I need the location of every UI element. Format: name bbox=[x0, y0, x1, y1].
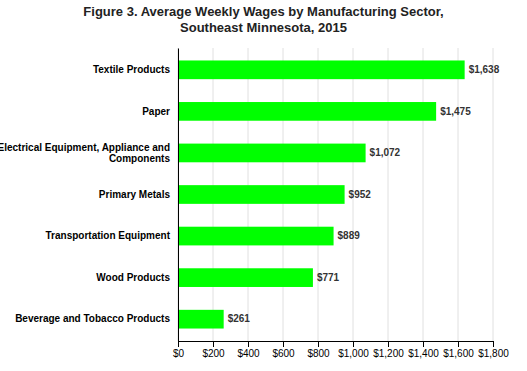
x-tick-mark bbox=[248, 341, 249, 347]
y-tick: Primary Metals bbox=[99, 189, 171, 200]
y-tick: Electrical Equipment, Appliance andCompo… bbox=[0, 142, 170, 164]
y-tick-label: Wood Products bbox=[96, 272, 170, 283]
x-tick: $1,000 bbox=[338, 341, 369, 359]
x-tick: $400 bbox=[237, 341, 260, 359]
y-tick-label: Primary Metals bbox=[99, 189, 171, 200]
x-tick: $600 bbox=[272, 341, 295, 359]
bar bbox=[178, 60, 465, 79]
grid-line bbox=[388, 48, 389, 341]
x-axis-line bbox=[179, 342, 494, 348]
x-tick-label: $600 bbox=[272, 348, 295, 359]
data-labels: $261 $771 $889 $952 $1,072 $1,475 $1,638 bbox=[228, 64, 500, 324]
y-tick-label: Transportation Equipment bbox=[46, 230, 171, 241]
grid-line bbox=[178, 48, 179, 341]
chart: $0 $200 $400 $600 $800 $1,000 $1,200 $1,400 $1,6… bbox=[0, 0, 527, 371]
y-tick: Beverage and Tobacco Products bbox=[15, 313, 170, 324]
x-tick-label: $1,800 bbox=[478, 348, 509, 359]
x-tick: $0 bbox=[173, 341, 185, 359]
x-tick: $1,200 bbox=[373, 341, 404, 359]
x-tick-label: $1,200 bbox=[373, 348, 404, 359]
x-tick-label: $1,600 bbox=[443, 348, 474, 359]
y-axis: Beverage and Tobacco Products Wood Produc… bbox=[0, 49, 179, 342]
title-line: Southeast Minnesota, 2015 bbox=[180, 20, 347, 35]
x-tick-mark bbox=[213, 341, 214, 347]
y-tick-label-line: Paper bbox=[142, 106, 170, 117]
y-tick-label-line: Beverage and Tobacco Products bbox=[15, 313, 170, 324]
x-tick: $800 bbox=[307, 341, 330, 359]
y-axis-line bbox=[178, 49, 179, 342]
plot: $0 $200 $400 $600 $800 $1,000 $1,200 $1,400 $1,6… bbox=[0, 48, 509, 359]
grid-line bbox=[423, 48, 424, 341]
bars bbox=[178, 60, 465, 328]
x-tick-label: $200 bbox=[202, 348, 225, 359]
y-tick-label: Electrical Equipment, Appliance andCompo… bbox=[0, 142, 170, 164]
x-tick-mark bbox=[388, 341, 389, 347]
y-tick-label: Textile Products bbox=[93, 64, 170, 75]
bar bbox=[178, 185, 345, 204]
x-tick-mark bbox=[283, 341, 284, 347]
grid-line bbox=[493, 48, 494, 341]
x-tick-mark bbox=[423, 341, 424, 347]
y-tick: Wood Products bbox=[96, 272, 170, 283]
y-tick-label-line: Transportation Equipment bbox=[46, 230, 171, 241]
x-tick-label: $1,400 bbox=[408, 348, 439, 359]
x-tick-label: $800 bbox=[307, 348, 330, 359]
x-tick-mark bbox=[493, 341, 494, 347]
data-label: $771 bbox=[317, 272, 340, 283]
data-label: $889 bbox=[338, 230, 361, 241]
data-label: $952 bbox=[349, 189, 372, 200]
x-tick-mark bbox=[458, 341, 459, 347]
x-tick-mark bbox=[353, 341, 354, 347]
y-tick-label: Beverage and Tobacco Products bbox=[15, 313, 170, 324]
title-line: Figure 3. Average Weekly Wages by Manufa… bbox=[83, 4, 443, 19]
x-tick-label: $1,000 bbox=[338, 348, 369, 359]
grid bbox=[178, 48, 493, 341]
x-tick-label: $0 bbox=[173, 348, 185, 359]
x-tick: $1,800 bbox=[478, 341, 509, 359]
title: Figure 3. Average Weekly Wages by Manufa… bbox=[83, 4, 443, 35]
x-tick-mark bbox=[178, 341, 179, 347]
data-label: $1,638 bbox=[469, 64, 500, 75]
y-tick-label-line: Wood Products bbox=[96, 272, 170, 283]
x-axis: $0 $200 $400 $600 $800 $1,000 $1,200 $1,400 $1,6… bbox=[173, 341, 509, 359]
x-tick: $1,400 bbox=[408, 341, 439, 359]
y-tick-label-line: Textile Products bbox=[93, 64, 170, 75]
x-tick: $200 bbox=[202, 341, 225, 359]
x-tick-mark bbox=[318, 341, 319, 347]
data-label: $1,072 bbox=[370, 147, 401, 158]
bar bbox=[178, 144, 366, 163]
bar bbox=[178, 310, 224, 329]
x-tick-label: $400 bbox=[237, 348, 260, 359]
bar bbox=[178, 268, 313, 287]
bar bbox=[178, 102, 436, 121]
data-label: $1,475 bbox=[440, 106, 471, 117]
data-label: $261 bbox=[228, 313, 251, 324]
x-tick: $1,600 bbox=[443, 341, 474, 359]
y-tick-label-line: Electrical Equipment, Appliance and bbox=[0, 142, 170, 153]
bar bbox=[178, 227, 334, 246]
y-tick-label-line: Primary Metals bbox=[99, 189, 171, 200]
y-tick: Textile Products bbox=[93, 64, 170, 75]
y-tick: Transportation Equipment bbox=[46, 230, 171, 241]
y-tick: Paper bbox=[142, 106, 170, 117]
y-tick-label: Paper bbox=[142, 106, 170, 117]
y-tick-label-line: Components bbox=[109, 153, 171, 164]
grid-line bbox=[458, 48, 459, 341]
